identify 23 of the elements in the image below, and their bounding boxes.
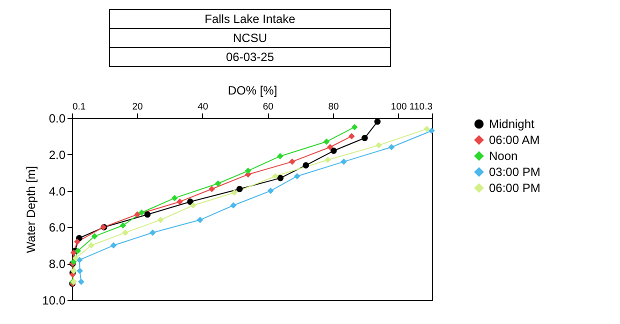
x-tick-label: 40 [198,102,208,112]
y-tick-label: 8.0 [48,257,66,272]
x-tick-label: 110.3 [409,102,432,112]
legend-label: 06:00 AM [489,133,540,147]
legend-label: 06:00 PM [489,181,540,195]
legend-label: Noon [489,149,518,163]
y-axis-title: Water Depth [m] [24,166,38,253]
y-tick-label: 0.0 [48,112,66,126]
y-tick-label: 2.0 [48,148,66,162]
x-tick-label: 20 [132,102,143,112]
x-tick-label: 0.1 [72,102,86,112]
x-axis-title: DO% [%] [228,84,278,98]
legend-label: Midnight [489,117,536,131]
y-tick-label: 4.0 [48,184,66,198]
y-tick-label: 6.0 [48,220,66,235]
x-tick-label: 100 [390,102,407,112]
text: 06-03-25 [110,47,390,66]
y-tick-label: 10.0 [42,294,66,308]
chart-title: Falls Lake Intake [204,11,296,28]
chart-subtitle: NCSU [110,28,390,47]
x-tick-label: 60 [262,102,274,112]
legend-label: 03:00 PM [489,165,540,179]
x-tick-label: 80 [328,102,339,112]
